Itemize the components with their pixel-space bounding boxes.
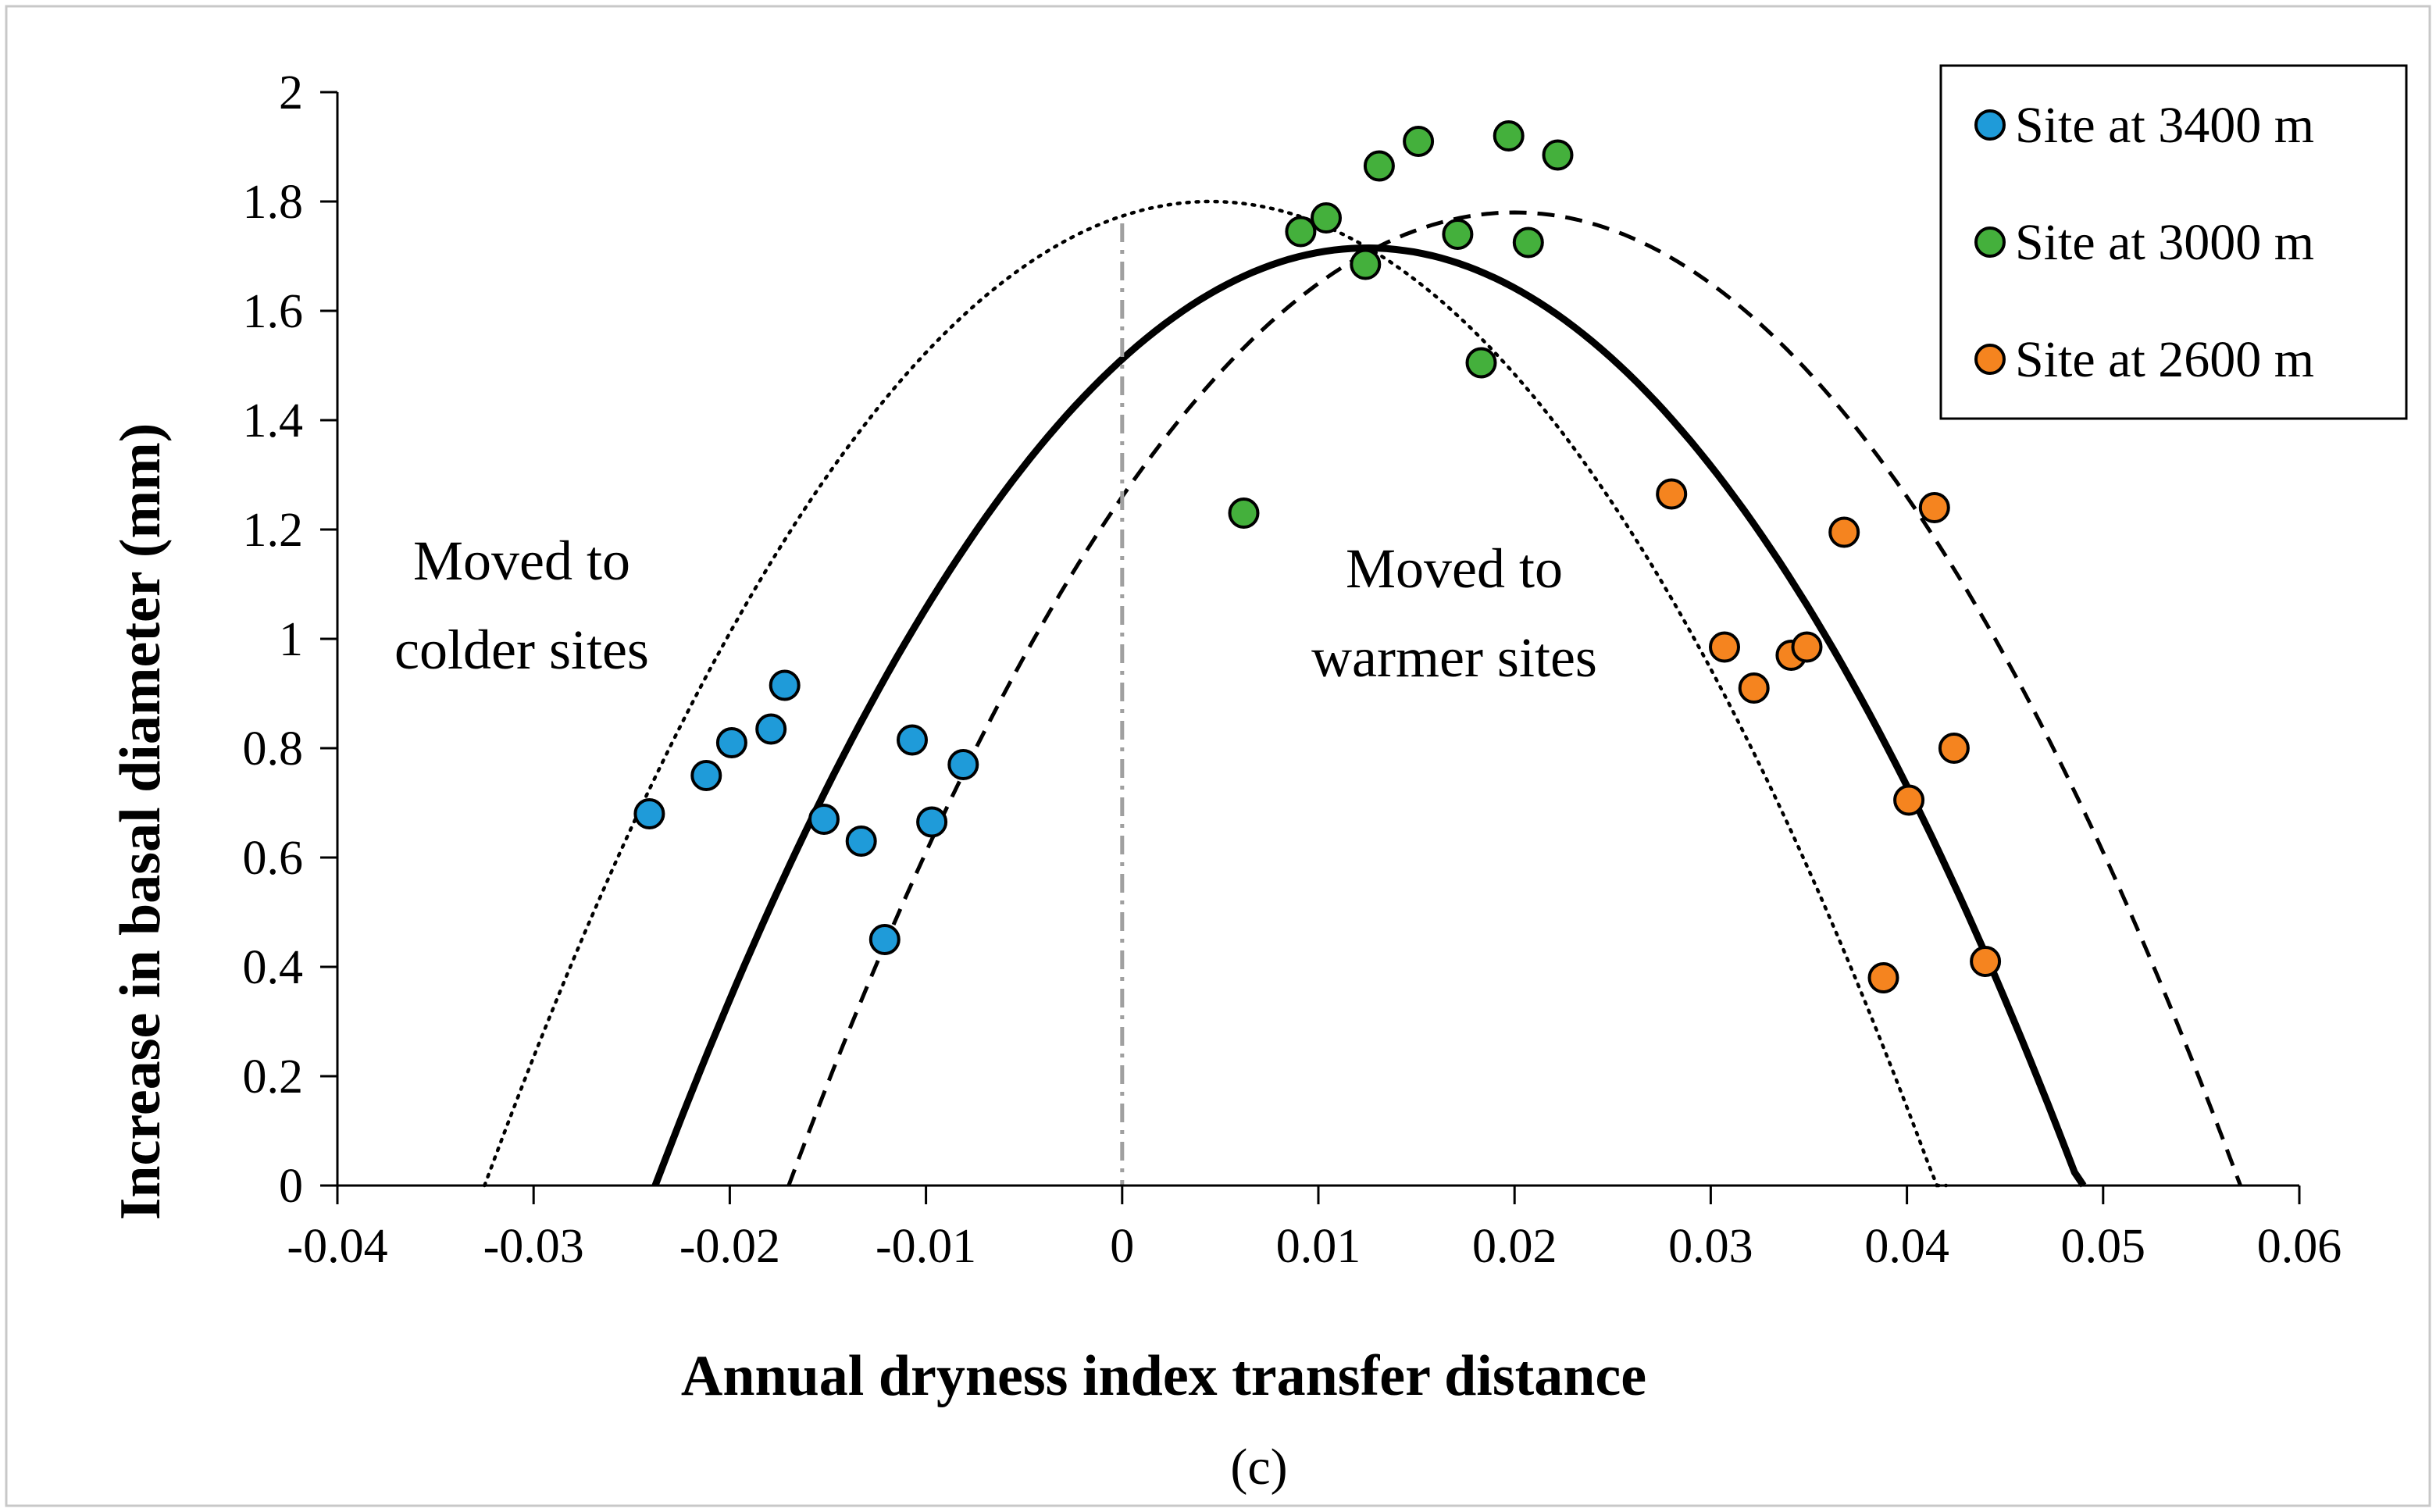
y-tick-label: 1.2 (243, 504, 304, 557)
point-series-2 (1938, 733, 1970, 764)
point-series-1 (1512, 226, 1544, 259)
point-series-0 (755, 713, 787, 745)
annotation-colder-line2: colder sites (394, 619, 649, 681)
point-series-0 (808, 804, 840, 835)
annotation-colder-line1: Moved to (413, 530, 630, 592)
point-series-0 (845, 826, 877, 857)
y-tick-label: 0.2 (243, 1050, 304, 1104)
legend-label-3000: Site at 3000 m (2015, 214, 2314, 271)
legend-marker-3000 (1974, 226, 2006, 258)
annotation-colder: Moved to colder sites (394, 530, 649, 681)
annotation-warmer-line1: Moved to (1346, 537, 1563, 600)
x-tick-label: -0.03 (483, 1220, 584, 1273)
x-tick-label: 0.04 (1864, 1220, 1949, 1273)
x-tick-label: 0.05 (2061, 1220, 2146, 1273)
point-series-0 (916, 806, 948, 838)
y-tick-label: 0 (279, 1160, 303, 1213)
y-tick-label: 1 (279, 613, 303, 666)
point-series-0 (897, 724, 928, 756)
y-tick-label: 0.4 (243, 941, 304, 994)
x-tick-label: 0.03 (1668, 1220, 1753, 1273)
point-series-2 (1738, 672, 1770, 704)
x-tick-label: 0 (1110, 1220, 1134, 1273)
point-series-1 (1403, 126, 1435, 157)
point-series-0 (947, 749, 979, 780)
point-series-2 (1867, 962, 1899, 993)
fit-curves (483, 199, 2242, 1188)
point-series-1 (1542, 139, 1574, 171)
point-series-2 (1970, 946, 2002, 977)
point-series-0 (690, 760, 722, 791)
point-series-1 (1363, 150, 1395, 182)
point-series-2 (1918, 492, 1950, 523)
axes: 0 0.2 0.4 0.6 0.8 1 1.2 1.4 1.6 1.8 2 -0.04 -0.03 -0.… (243, 66, 2342, 1273)
point-series-2 (1709, 631, 1740, 663)
curve-dashed (786, 210, 2242, 1186)
y-tick-label: 1.4 (243, 394, 304, 448)
figure-caption: (c) (1230, 1439, 1287, 1496)
x-tick-label: 0.02 (1472, 1220, 1557, 1273)
y-tick-label: 0.8 (243, 722, 304, 776)
point-series-1 (1442, 219, 1474, 250)
y-tick-label: 1.8 (243, 176, 304, 229)
point-series-2 (1656, 478, 1688, 510)
curve-solid (651, 244, 2087, 1188)
y-tick-label: 1.6 (243, 285, 304, 338)
y-tick-label: 0.6 (243, 832, 304, 885)
point-series-0 (868, 924, 901, 955)
x-tick-label: 0.06 (2257, 1220, 2342, 1273)
point-series-2 (1828, 516, 1860, 548)
y-tick-label: 2 (279, 66, 303, 119)
annotation-warmer: Moved to warmer sites (1311, 537, 1597, 689)
point-series-2 (1893, 784, 1925, 816)
x-axis-title: Annual dryness index transfer distance (681, 1344, 1646, 1408)
point-series-1 (1465, 347, 1497, 379)
point-series-0 (715, 727, 747, 758)
point-series-2 (1791, 631, 1823, 663)
point-series-1 (1350, 248, 1382, 280)
legend: Site at 3400 m Site at 3000 m Site at 26… (1939, 64, 2408, 420)
x-tick-label: -0.01 (876, 1220, 976, 1273)
x-tick-label: 0.01 (1276, 1220, 1361, 1273)
point-series-1 (1228, 497, 1260, 529)
legend-marker-2600 (1974, 344, 2006, 375)
legend-marker-3400 (1974, 109, 2006, 141)
y-axis-title: Increase in basal diameter (mm) (109, 423, 173, 1221)
point-series-1 (1311, 202, 1342, 234)
x-tick-label: -0.02 (679, 1220, 780, 1273)
annotation-warmer-line2: warmer sites (1311, 626, 1597, 689)
legend-box (1939, 64, 2408, 420)
point-series-0 (769, 669, 801, 701)
curve-dotted (483, 199, 1949, 1188)
point-series-0 (633, 798, 665, 829)
legend-label-3400: Site at 3400 m (2015, 97, 2314, 154)
point-series-1 (1493, 120, 1525, 152)
legend-label-2600: Site at 2600 m (2015, 331, 2314, 388)
data-points (633, 120, 2002, 993)
point-series-1 (1285, 216, 1317, 248)
x-tick-label: -0.04 (287, 1220, 387, 1273)
